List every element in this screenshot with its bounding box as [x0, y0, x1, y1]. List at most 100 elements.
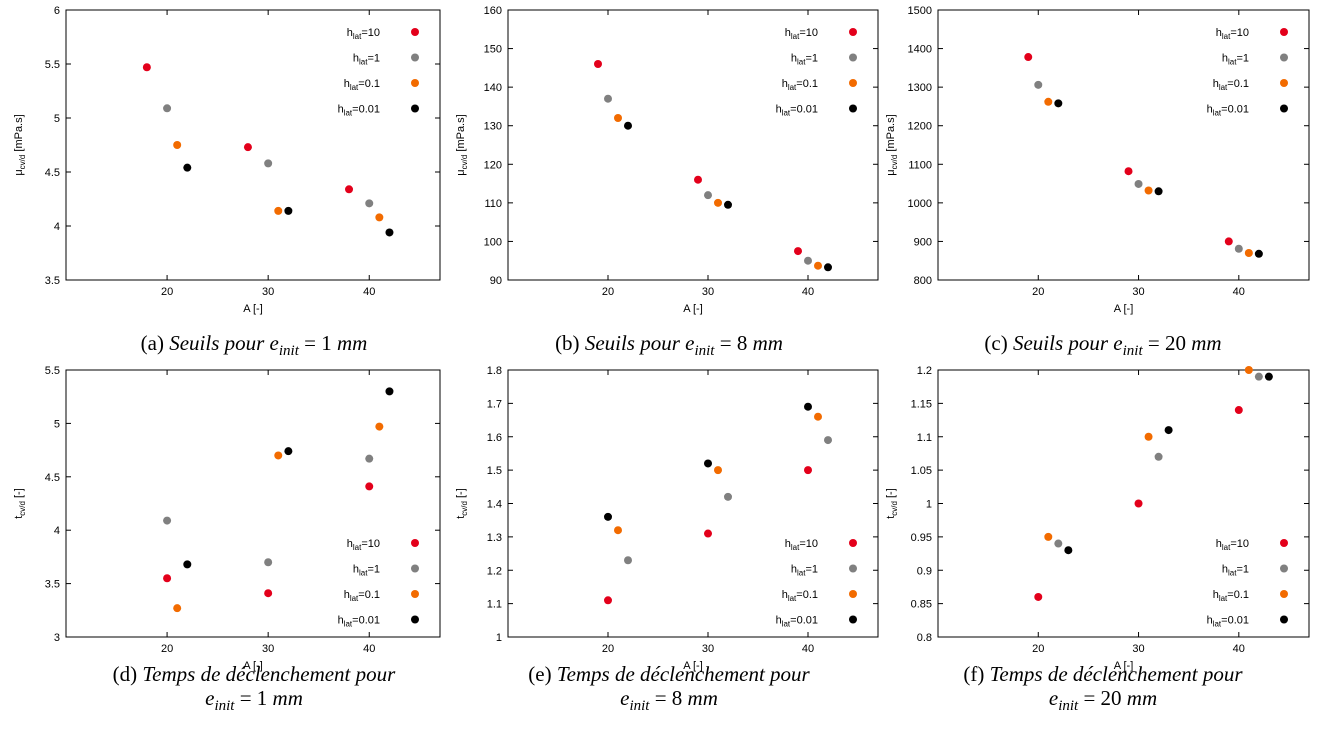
y-tick-label: 1200: [908, 121, 932, 133]
plot-frame: [507, 369, 879, 638]
legend-marker: [1280, 53, 1288, 62]
caption: (e) Temps de déclenchement pour: [528, 662, 810, 686]
data-point: [694, 175, 702, 184]
chart-panel-1: 3.5 4 4.5 5 5.5 6 20 30 40 A [-] μcv/d [mPa.s] hlat…: [13, 5, 441, 359]
data-point: [385, 228, 394, 237]
y-tick-label: 1.4: [487, 499, 502, 511]
y-tick-label: 1.2: [487, 565, 502, 577]
legend-marker: [849, 615, 857, 624]
data-point: [142, 63, 151, 72]
plot-frame: [507, 9, 879, 281]
data-point: [345, 185, 354, 194]
legend-label: hlat=1: [353, 53, 380, 67]
data-point: [614, 114, 622, 122]
legend-label: hlat=0.01: [338, 104, 380, 118]
data-point: [704, 529, 712, 538]
data-point: [1034, 80, 1043, 89]
y-tick-label: 4.5: [45, 167, 60, 179]
data-point: [1134, 499, 1143, 508]
data-point: [365, 482, 374, 491]
legend-label: hlat=0.1: [1213, 589, 1249, 603]
legend-label: hlat=1: [791, 53, 818, 67]
legend-marker: [1280, 79, 1288, 87]
plot-frame: [937, 9, 1310, 281]
legend-marker: [411, 104, 419, 113]
x-tick-label: 20: [1032, 643, 1044, 655]
caption: (c) Seuils pour einit = 20 mm: [984, 331, 1221, 359]
data-point: [824, 263, 832, 272]
legend-label: hlat=10: [347, 27, 380, 41]
y-tick-label: 4: [54, 525, 60, 537]
legend-marker: [1280, 564, 1288, 573]
legend-label: hlat=10: [347, 538, 380, 552]
data-point: [173, 604, 182, 613]
data-point: [274, 206, 283, 215]
legend-marker: [1280, 590, 1288, 598]
data-point: [1124, 167, 1133, 176]
chart-panel-3: 800 900 1000 1100 1200 1300 1400 1500 20 30 40 A [-…: [885, 5, 1310, 359]
data-point: [724, 492, 732, 501]
x-tick-label: 20: [161, 286, 173, 298]
data-point: [1044, 97, 1053, 106]
data-point: [704, 459, 712, 468]
data-point: [804, 466, 812, 475]
y-tick-label: 0.8: [917, 632, 932, 644]
y-tick-label: 150: [484, 44, 502, 56]
data-point: [1224, 237, 1233, 246]
caption-line-2: einit = 1 mm: [205, 686, 303, 714]
data-point: [1154, 187, 1163, 196]
y-axis-label: μcv/d [mPa.s]: [13, 114, 27, 175]
data-point: [243, 143, 252, 152]
data-point: [704, 191, 712, 200]
data-point: [284, 447, 293, 456]
y-axis-label: μcv/d [mPa.s]: [885, 114, 899, 175]
legend-marker: [849, 53, 857, 62]
x-tick-label: 40: [363, 643, 375, 655]
chart-panel-2: 90 100 110 120 130 140 150 160 20 30 40 A [-] μcv/d …: [455, 5, 879, 359]
y-tick-label: 1100: [908, 159, 932, 171]
caption: (b) Seuils pour einit = 8 mm: [555, 331, 783, 359]
plot-frame: [65, 369, 441, 638]
data-point: [163, 574, 172, 583]
y-tick-label: 1500: [908, 5, 932, 17]
x-tick-label: 20: [602, 286, 614, 298]
y-tick-label: 5.5: [45, 365, 60, 377]
legend-label: hlat=10: [785, 538, 818, 552]
data-point: [183, 163, 192, 172]
plot-frame: [65, 9, 441, 281]
data-point: [365, 199, 374, 208]
data-point: [594, 60, 602, 68]
y-tick-label: 5.5: [45, 59, 60, 71]
y-tick-label: 1400: [908, 44, 932, 56]
legend-label: hlat=1: [1222, 53, 1249, 67]
caption-line-2: einit = 8 mm: [620, 686, 718, 714]
legend-label: hlat=0.01: [1207, 104, 1249, 118]
legend-label: hlat=0.01: [1207, 615, 1249, 629]
legend-marker: [849, 79, 857, 87]
x-tick-label: 30: [1132, 286, 1144, 298]
y-tick-label: 1.05: [911, 465, 932, 477]
data-point: [1044, 532, 1053, 541]
y-tick-label: 3.5: [45, 275, 60, 287]
x-tick-label: 40: [1233, 286, 1245, 298]
data-point: [1244, 249, 1253, 257]
data-point: [814, 261, 822, 270]
legend-label: hlat=0.01: [338, 615, 380, 629]
caption-line-2: einit = 20 mm: [1049, 686, 1157, 714]
y-tick-label: 1.15: [911, 398, 932, 410]
y-axis-label: μcv/d [mPa.s]: [455, 114, 469, 175]
data-point: [604, 94, 612, 103]
caption: (a) Seuils pour einit = 1 mm: [141, 331, 368, 359]
legend-label: hlat=10: [785, 27, 818, 41]
y-tick-label: 0.9: [917, 565, 932, 577]
data-point: [1164, 426, 1173, 435]
y-tick-label: 1.3: [487, 532, 502, 544]
data-point: [714, 198, 722, 207]
legend-marker: [1280, 615, 1288, 624]
y-tick-label: 6: [54, 5, 60, 17]
plot-frame: [937, 369, 1310, 638]
x-tick-label: 30: [262, 286, 274, 298]
data-point: [814, 412, 822, 421]
legend-label: hlat=1: [791, 564, 818, 578]
data-point: [375, 213, 384, 222]
